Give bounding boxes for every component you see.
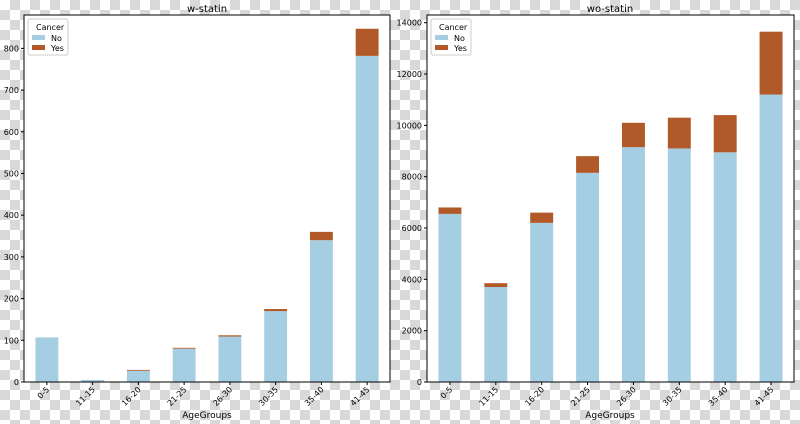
bar-yes-41-45 — [759, 31, 783, 95]
plot-frame — [23, 14, 391, 383]
x-tick-label: 11-15 — [477, 385, 500, 408]
y-tick-label: 10000 — [397, 121, 422, 130]
legend-swatch-no — [32, 35, 45, 40]
bar-no-0-5 — [35, 337, 59, 382]
y-tick-label: 4000 — [402, 275, 422, 284]
chart-wo-statin: wo-statin 0 2000 4000 6000 8000 10000 12000 140… — [397, 4, 795, 421]
x-tick-label: 21-25 — [569, 385, 592, 408]
legend-swatch-yes — [32, 45, 45, 50]
legend-title: Cancer — [439, 23, 468, 32]
legend: Cancer No Yes — [430, 18, 472, 56]
bar-no-26-30 — [621, 147, 645, 382]
y-tick-label: 600 — [4, 128, 19, 137]
bar-yes-11-15 — [484, 283, 508, 288]
x-tick-label: 0-5 — [439, 385, 455, 401]
bar-no-16-20 — [530, 222, 554, 382]
x-tick-label: 35-40 — [707, 385, 730, 408]
legend-title: Cancer — [36, 23, 65, 32]
bar-yes-26-30 — [218, 335, 242, 337]
y-tick-label: 100 — [4, 336, 19, 345]
bar-no-0-5 — [438, 213, 462, 382]
y-tick-label: 12000 — [397, 70, 422, 79]
x-axis: 0-5 11-15 16-20 21-25 26-30 30-35 35-40 41-45 — [36, 382, 372, 408]
y-tick-label: 300 — [4, 253, 19, 262]
bar-no-30-35 — [667, 148, 691, 382]
bar-yes-30-35 — [667, 117, 691, 149]
bar-yes-30-35 — [264, 309, 288, 312]
y-tick-label: 14000 — [397, 19, 422, 28]
y-tick-label: 500 — [4, 169, 19, 178]
x-tick-label: 30-35 — [661, 385, 684, 408]
bar-layer — [35, 28, 379, 383]
x-tick-label: 26-30 — [211, 385, 234, 408]
bar-no-41-45 — [355, 55, 379, 383]
x-axis: 0-5 11-15 16-20 21-25 26-30 30-35 35-40 41-45 — [439, 382, 776, 408]
plot-frame — [426, 14, 795, 383]
bar-yes-26-30 — [621, 122, 645, 148]
bar-no-35-40 — [713, 152, 737, 382]
bar-no-16-20 — [126, 370, 150, 382]
bar-yes-35-40 — [713, 115, 737, 153]
bar-no-30-35 — [264, 311, 288, 382]
x-tick-label: 0-5 — [36, 385, 52, 401]
y-tick-label: 2000 — [402, 327, 422, 336]
y-axis: 0 2000 4000 6000 8000 10000 12000 14000 — [397, 19, 427, 387]
x-tick-label: 35-40 — [303, 385, 326, 408]
bar-yes-16-20 — [530, 212, 554, 223]
x-axis-label: AgeGroups — [585, 411, 635, 421]
bar-no-21-25 — [576, 172, 600, 382]
y-tick-label: 6000 — [402, 224, 422, 233]
y-tick-label: 0 — [417, 378, 422, 387]
bar-yes-35-40 — [309, 231, 333, 241]
bar-yes-16-20 — [126, 369, 150, 371]
x-axis-label: AgeGroups — [182, 411, 232, 421]
x-tick-label: 16-20 — [523, 385, 546, 408]
y-tick-label: 200 — [4, 295, 19, 304]
x-tick-label: 30-35 — [257, 385, 280, 408]
bar-no-41-45 — [759, 94, 783, 382]
chart-title: w-statin — [187, 4, 227, 15]
y-tick-label: 400 — [4, 211, 19, 220]
y-axis: 0 100 200 300 400 500 600 700 800 — [4, 44, 24, 387]
plot-area-background — [427, 15, 794, 382]
x-tick-label: 16-20 — [120, 385, 143, 408]
chart-title: wo-statin — [587, 4, 633, 15]
legend-label-yes: Yes — [50, 44, 64, 53]
x-tick-label: 41-45 — [753, 385, 776, 408]
legend-swatch-yes — [435, 45, 448, 50]
bar-yes-21-25 — [172, 347, 196, 349]
legend-label-no: No — [454, 34, 465, 43]
legend: Cancer No Yes — [27, 18, 69, 56]
bar-no-11-15 — [484, 287, 508, 382]
y-tick-label: 700 — [4, 86, 19, 95]
bar-no-21-25 — [172, 348, 196, 382]
bar-no-35-40 — [309, 240, 333, 382]
chart-w-statin: w-statin 0 100 200 300 400 500 600 700 800 0-5 11… — [4, 4, 391, 421]
legend-label-no: No — [51, 34, 62, 43]
bar-yes-0-5 — [438, 207, 462, 214]
bar-yes-41-45 — [355, 28, 379, 56]
bar-no-11-15 — [81, 379, 105, 382]
legend-swatch-no — [435, 35, 448, 40]
bar-yes-21-25 — [576, 156, 600, 173]
x-tick-label: 26-30 — [615, 385, 638, 408]
legend-label-yes: Yes — [453, 44, 467, 53]
bar-layer — [438, 31, 783, 382]
y-tick-label: 8000 — [402, 173, 422, 182]
x-tick-label: 21-25 — [166, 385, 189, 408]
x-tick-label: 11-15 — [74, 385, 97, 408]
y-tick-label: 800 — [4, 44, 19, 53]
plot-area-background — [24, 15, 390, 382]
y-tick-label: 0 — [14, 378, 19, 387]
bar-no-26-30 — [218, 336, 242, 382]
x-tick-label: 41-45 — [349, 385, 372, 408]
